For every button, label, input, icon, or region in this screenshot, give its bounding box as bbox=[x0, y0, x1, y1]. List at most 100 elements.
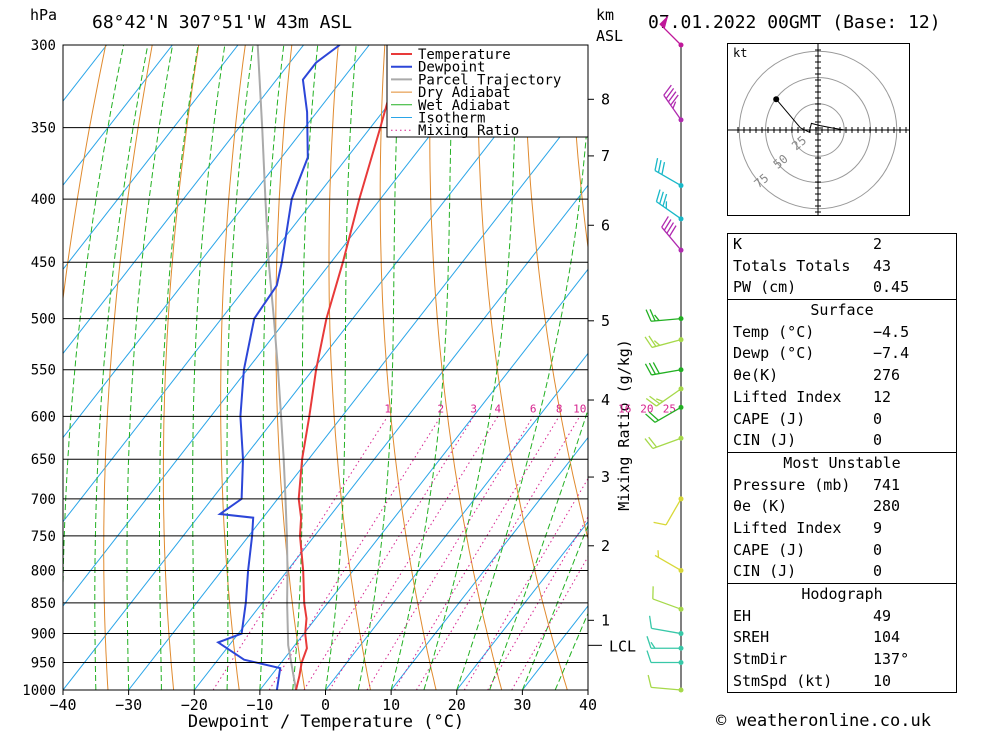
x-tick-label: −40 bbox=[49, 696, 76, 714]
index-label: Totals Totals bbox=[733, 256, 851, 275]
height-km-label: 3 bbox=[601, 468, 610, 486]
wind-barb-feather bbox=[659, 191, 664, 205]
surface-value: 12 bbox=[873, 387, 892, 406]
wind-barb-feather bbox=[667, 91, 677, 103]
wind-barb-shaft bbox=[663, 94, 682, 121]
mixing-ratio-line bbox=[212, 416, 389, 690]
hodograph-value: 49 bbox=[873, 606, 892, 625]
mixing-ratio-line bbox=[268, 416, 442, 690]
wind-barb-feather bbox=[668, 225, 677, 237]
most-unstable-row: Pressure (mb) 741 bbox=[728, 475, 956, 497]
isotherm-line bbox=[63, 45, 239, 271]
dewpoint-line bbox=[216, 45, 341, 690]
mixing-ratio-value-label: 6 bbox=[530, 402, 537, 415]
dry-adiabat-line bbox=[220, 45, 246, 690]
isotherm-line bbox=[587, 689, 588, 690]
wind-barb bbox=[653, 496, 684, 526]
dry-adiabat-line bbox=[103, 45, 153, 690]
skew-t-chart: 3003504004505005506006507007508008509009… bbox=[22, 15, 720, 732]
surface-row: θe(K) 276 bbox=[728, 365, 956, 387]
mixing-ratio-line bbox=[511, 555, 588, 690]
mixing-ratio-line bbox=[394, 416, 560, 690]
location-title: 68°42'N 307°51'W 43m ASL bbox=[92, 12, 353, 33]
wind-barb bbox=[663, 84, 684, 123]
x-axis-title: Dewpoint / Temperature (°C) bbox=[188, 712, 464, 732]
wind-barb-feather bbox=[654, 158, 659, 171]
wind-barb-feather bbox=[648, 411, 659, 421]
wind-barb-feather bbox=[645, 398, 657, 407]
hodograph-label: StmSpd (kt) bbox=[733, 671, 833, 690]
wind-barb-feather bbox=[657, 160, 662, 173]
legend-entry: Dewpoint bbox=[418, 60, 485, 76]
mixing-ratio-value-label: 10 bbox=[573, 402, 586, 415]
plot-frame bbox=[62, 44, 589, 691]
wind-barb-shaft bbox=[659, 23, 682, 46]
wet-adiabat-line bbox=[554, 612, 588, 690]
wind-barb bbox=[648, 615, 684, 637]
wind-barb-feather bbox=[661, 162, 666, 175]
pressure-tick-label: 800 bbox=[31, 563, 56, 579]
pressure-tick-label: 900 bbox=[31, 627, 56, 643]
hodograph-label: StmDir bbox=[733, 650, 788, 669]
hodograph-point bbox=[773, 96, 780, 103]
most-unstable-row: CAPE (J) 0 bbox=[728, 540, 956, 562]
dry-adiabat-line bbox=[63, 45, 107, 303]
height-km-label: 6 bbox=[601, 216, 610, 234]
hodograph-value: 104 bbox=[873, 628, 901, 647]
surface-row: Dewp (°C) −7.4 bbox=[728, 343, 956, 365]
wind-barb-feather bbox=[663, 219, 672, 231]
surface-value: 0 bbox=[873, 431, 883, 450]
wind-barb-pennant bbox=[659, 15, 669, 29]
most-unstable-value: 741 bbox=[873, 475, 901, 494]
most-unstable-row: θe (K) 280 bbox=[728, 496, 956, 518]
dry-adiabat-line bbox=[162, 45, 200, 690]
most-unstable-value: 0 bbox=[873, 562, 883, 581]
most-unstable-row: Lifted Index 9 bbox=[728, 518, 956, 540]
hodograph-label: SREH bbox=[733, 628, 770, 647]
surface-value: −7.4 bbox=[873, 344, 910, 363]
wind-barb bbox=[646, 636, 684, 651]
legend-entry: Parcel Trajectory bbox=[418, 72, 561, 88]
wind-barb-feather bbox=[647, 674, 652, 688]
wind-barb-feather bbox=[672, 101, 677, 109]
index-row: Totals Totals 43 bbox=[728, 256, 956, 278]
wind-barb-feather bbox=[649, 395, 661, 405]
legend-entry: Wet Adiabat bbox=[418, 98, 511, 114]
height-km-label: 2 bbox=[601, 537, 610, 555]
footer-credit: © weatheronline.co.uk bbox=[716, 711, 931, 731]
wind-barb-shaft bbox=[651, 627, 682, 635]
most-unstable-value: 280 bbox=[873, 497, 901, 516]
wind-barb-feather bbox=[648, 615, 653, 629]
wet-adiabat-line bbox=[357, 45, 402, 690]
mixing-ratio-value-label: 20 bbox=[640, 402, 653, 415]
hodograph-value: 137° bbox=[873, 650, 910, 669]
isotherm-line bbox=[325, 352, 588, 690]
wind-barb-feather bbox=[662, 193, 668, 207]
surface-row: Temp (°C) −4.5 bbox=[728, 322, 956, 344]
wind-barb-shaft bbox=[651, 339, 682, 349]
mixing-ratio-value-label: 1 bbox=[384, 402, 391, 415]
wind-barb-shaft bbox=[651, 369, 682, 376]
index-value: 43 bbox=[873, 256, 892, 275]
pressure-tick-label: 350 bbox=[31, 121, 56, 137]
surface-value: 0 bbox=[873, 409, 883, 428]
hodograph-title: Hodograph bbox=[801, 585, 883, 603]
most-unstable-label: Pressure (mb) bbox=[733, 475, 851, 494]
most-unstable-title: Most Unstable bbox=[783, 453, 901, 472]
wind-barb-feather bbox=[646, 636, 652, 649]
x-tick-label: −30 bbox=[115, 696, 142, 714]
wind-barb bbox=[654, 158, 684, 189]
wind-barb-feather bbox=[648, 362, 656, 375]
wet-adiabat-line bbox=[423, 45, 518, 690]
legend-entry: Mixing Ratio bbox=[418, 123, 519, 139]
wind-barb-feather bbox=[644, 438, 654, 449]
wet-adiabat-line bbox=[325, 45, 357, 690]
surface-label: CIN (J) bbox=[733, 431, 797, 450]
dry-adiabat-line bbox=[664, 45, 720, 690]
surface-row: CIN (J) 0 bbox=[728, 430, 956, 452]
isotherm-line bbox=[128, 100, 588, 690]
wind-barb-feather bbox=[655, 189, 661, 202]
wind-barb-shaft bbox=[661, 226, 682, 251]
x-tick-label: −10 bbox=[246, 696, 273, 714]
